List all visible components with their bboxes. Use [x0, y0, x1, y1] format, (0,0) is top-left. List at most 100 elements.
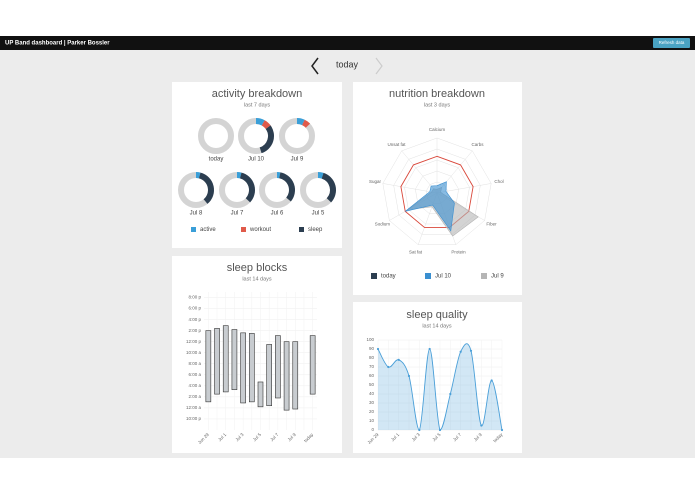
card-title: activity breakdown — [212, 88, 303, 100]
donut-segment — [321, 172, 336, 203]
point — [407, 374, 411, 378]
refresh-button-label[interactable]: Refresh data — [659, 40, 685, 45]
sleep-block — [275, 335, 281, 399]
card-subtitle: last 7 days — [244, 102, 271, 108]
x-tick-label: Jul 1 — [217, 432, 228, 443]
donut-label: Jul 8 — [190, 211, 203, 217]
y-tick-label: 10:00 a — [186, 350, 202, 355]
sleep-block — [231, 329, 238, 391]
sleep-block — [257, 381, 264, 408]
legend-swatch — [191, 227, 196, 232]
legend-swatch — [299, 227, 304, 232]
card-subtitle: last 14 days — [242, 276, 272, 282]
donut-segment — [261, 120, 271, 130]
sleep-block — [249, 333, 255, 403]
radar-spoke — [382, 183, 438, 194]
card — [353, 302, 522, 453]
card — [172, 82, 342, 248]
donut-segment — [198, 172, 214, 204]
legend-label: today — [381, 274, 396, 280]
sleep-block — [283, 341, 290, 411]
radar-axis-label: Fiber — [486, 222, 497, 227]
y-tick-label: 50 — [369, 382, 375, 387]
y-tick-label: 4:00 a — [188, 383, 201, 388]
donut-segment — [317, 172, 324, 179]
point — [376, 347, 380, 351]
radar-polygon — [405, 181, 455, 232]
point — [428, 347, 431, 351]
radar-axis-label: Unsat fat — [387, 142, 406, 147]
radar-polygon — [400, 155, 474, 228]
donut-segment — [259, 125, 274, 154]
sleep-block — [309, 335, 316, 395]
sleep-block — [240, 332, 246, 404]
card-subtitle: last 14 days — [422, 323, 452, 329]
current-day: today — [336, 59, 359, 69]
y-tick-label: 60 — [369, 373, 375, 378]
x-tick-label: Jul 1 — [390, 432, 401, 443]
donut-label: Jul 9 — [291, 157, 304, 163]
sleep-block — [222, 325, 229, 393]
donut-segment — [301, 119, 311, 128]
card-title: sleep quality — [406, 309, 468, 321]
legend-label: Jul 10 — [435, 274, 452, 280]
x-tick-label: Jul 9 — [473, 432, 484, 443]
prev-arrow[interactable] — [311, 57, 319, 75]
header-title: UP Band dashboard | Parker Bossler — [5, 41, 110, 47]
point — [459, 350, 462, 353]
legend-label: sleep — [308, 227, 323, 233]
y-tick-label: 100 — [366, 337, 374, 342]
point — [500, 428, 504, 432]
radar-axis-label: Sat fat — [409, 249, 423, 254]
header-bar — [0, 36, 695, 50]
legend-swatch — [425, 273, 431, 279]
legend-label: workout — [249, 227, 271, 233]
donut-segment — [255, 118, 265, 126]
donut-segment — [278, 172, 295, 202]
y-tick-label: 12:00 a — [186, 405, 202, 410]
point — [480, 424, 483, 427]
card-subtitle: last 3 days — [424, 102, 451, 108]
radar-axis-label: Calcium — [429, 127, 446, 132]
y-tick-label: 6:00 p — [188, 306, 201, 311]
radar-axis-label: Sugar — [369, 179, 382, 184]
y-tick-label: 2:00 p — [188, 328, 201, 333]
y-tick-label: 0 — [371, 427, 374, 432]
donut-label: Jul 6 — [271, 211, 284, 217]
y-tick-label: 8:00 a — [188, 361, 201, 366]
point — [449, 392, 452, 396]
card-title: sleep blocks — [227, 262, 288, 274]
point — [438, 428, 442, 432]
y-tick-label: 20 — [369, 409, 375, 414]
y-tick-label: 2:00 a — [188, 394, 201, 399]
point — [397, 358, 400, 361]
radar-ring — [393, 148, 481, 235]
y-tick-label: 6:00 a — [188, 372, 201, 377]
x-tick-label: Jul 7 — [452, 432, 463, 443]
x-tick-label: Jul 5 — [431, 432, 442, 443]
y-tick-label: 30 — [369, 400, 375, 405]
y-tick-label: 90 — [369, 346, 375, 351]
x-tick-label: Jul 9 — [287, 432, 298, 443]
area-fill — [378, 343, 502, 430]
refresh-button[interactable] — [653, 38, 690, 48]
legend-label: active — [200, 227, 216, 233]
background — [0, 50, 695, 458]
donut-label: Jul 5 — [312, 211, 325, 217]
next-arrow[interactable] — [375, 57, 383, 75]
x-tick-label: Jul 5 — [252, 432, 263, 443]
radar-axis-label: Carbs — [471, 142, 484, 147]
legend-swatch — [481, 273, 487, 279]
sleep-block — [214, 328, 220, 395]
sleep-block — [205, 330, 212, 403]
x-tick-label: Jul 3 — [234, 432, 245, 443]
y-tick-label: 4:00 p — [188, 317, 201, 322]
radar-ring — [382, 137, 492, 245]
donut-segment — [296, 118, 305, 126]
donut-label: today — [209, 157, 224, 163]
radar-axis-label: Chol — [494, 179, 503, 184]
y-tick-label: 8:00 p — [188, 295, 201, 300]
radar-ring — [404, 159, 470, 225]
x-tick-label: today — [492, 431, 504, 443]
